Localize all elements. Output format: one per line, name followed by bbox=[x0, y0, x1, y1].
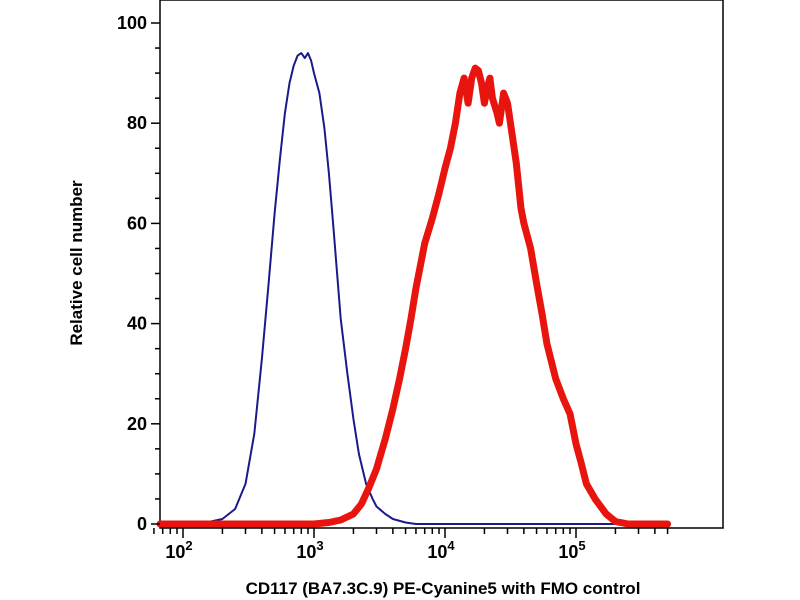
x-tick-label: 105 bbox=[558, 538, 585, 562]
y-axis-title: Relative cell number bbox=[67, 180, 86, 346]
x-tick-label: 104 bbox=[427, 538, 455, 562]
series-layer bbox=[160, 53, 668, 524]
y-tick-label: 60 bbox=[127, 213, 147, 233]
histogram-series-2 bbox=[160, 68, 668, 524]
plot-frame bbox=[160, 0, 723, 528]
x-tick-exponent: 2 bbox=[185, 538, 192, 553]
ticks-layer bbox=[151, 23, 668, 538]
y-tick-label: 40 bbox=[127, 314, 147, 334]
x-tick-exponent: 4 bbox=[447, 538, 455, 553]
x-tick-exponent: 3 bbox=[316, 538, 323, 553]
x-tick-label: 102 bbox=[165, 538, 192, 562]
x-tick-label: 103 bbox=[296, 538, 323, 562]
tick-labels-layer: 0 20 40 60 80 100 102 103 104 105 bbox=[117, 13, 586, 562]
y-tick-label: 100 bbox=[117, 13, 147, 33]
y-tick-label: 80 bbox=[127, 113, 147, 133]
y-tick-label: 20 bbox=[127, 414, 147, 434]
x-tick-exponent: 5 bbox=[578, 538, 585, 553]
x-axis-title: CD117 (BA7.3C.9) PE-Cyanine5 with FMO co… bbox=[246, 579, 641, 598]
y-tick-label: 0 bbox=[137, 514, 147, 534]
